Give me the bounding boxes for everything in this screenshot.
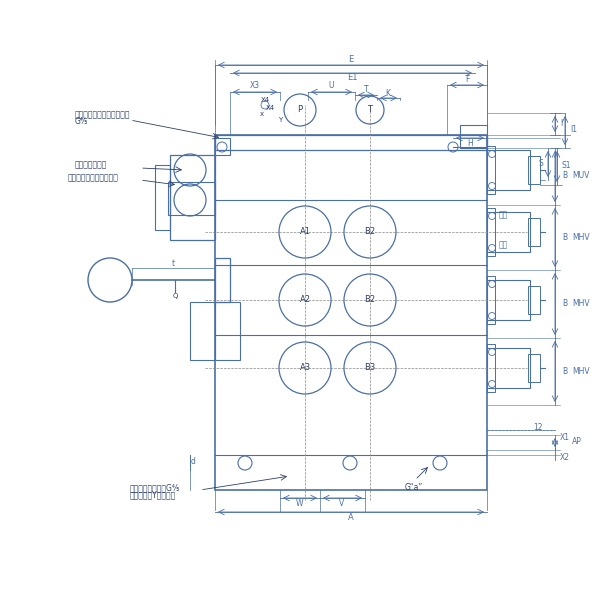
Bar <box>215 258 230 302</box>
Bar <box>215 135 487 490</box>
Text: AP: AP <box>572 437 582 446</box>
Bar <box>155 165 170 230</box>
Bar <box>487 212 530 252</box>
Text: A: A <box>348 512 354 521</box>
Text: A1: A1 <box>299 227 311 236</box>
Text: B: B <box>562 299 568 308</box>
Text: V: V <box>340 499 344 508</box>
Text: Q: Q <box>172 293 178 299</box>
Text: 振分: 振分 <box>499 211 508 220</box>
Bar <box>528 286 540 314</box>
Text: X1: X1 <box>560 433 570 443</box>
Text: B3: B3 <box>364 364 376 373</box>
Text: T: T <box>367 106 373 115</box>
Bar <box>215 135 487 150</box>
Text: MUV: MUV <box>572 172 589 181</box>
Text: Y: Y <box>278 117 282 123</box>
Bar <box>487 276 495 324</box>
Bar <box>528 354 540 382</box>
Bar <box>190 302 215 360</box>
Bar <box>487 208 495 256</box>
Bar <box>168 182 215 215</box>
Text: E: E <box>349 55 353 64</box>
Text: ねじ式圧力調整: ねじ式圧力調整 <box>75 160 107 169</box>
Bar <box>487 344 495 392</box>
Bar <box>170 155 215 240</box>
Text: （裏面）（Yポート）: （裏面）（Yポート） <box>130 491 176 499</box>
Text: I: I <box>560 119 562 128</box>
Text: x: x <box>260 111 264 117</box>
Text: W: W <box>296 499 304 508</box>
Text: MHV: MHV <box>572 299 590 308</box>
Text: X2: X2 <box>560 452 570 461</box>
Text: P: P <box>298 106 302 115</box>
Text: A2: A2 <box>299 295 311 304</box>
Bar <box>215 138 230 155</box>
Text: 12: 12 <box>533 422 543 431</box>
Text: d: d <box>191 457 196 467</box>
Text: X4: X4 <box>260 97 269 103</box>
Text: F: F <box>465 76 469 85</box>
Text: B: B <box>562 367 568 377</box>
Text: H: H <box>467 139 473 148</box>
Text: B: B <box>562 232 568 241</box>
Text: パイロットポートG⅘: パイロットポートG⅘ <box>130 484 180 493</box>
Text: t: t <box>172 259 175 269</box>
Text: X4: X4 <box>265 105 275 111</box>
Bar <box>487 348 530 388</box>
Bar <box>215 302 240 360</box>
Bar <box>528 156 540 184</box>
Text: E1: E1 <box>347 73 357 82</box>
Text: S: S <box>538 160 543 169</box>
Text: T: T <box>364 85 368 94</box>
Text: B2: B2 <box>364 295 376 304</box>
Bar <box>487 280 530 320</box>
Text: U: U <box>328 82 334 91</box>
Text: MHV: MHV <box>572 367 590 377</box>
Bar <box>460 125 487 148</box>
Text: パイロットポート（上面）: パイロットポート（上面） <box>75 110 131 119</box>
Text: X3: X3 <box>250 82 260 91</box>
Text: G“a”: G“a” <box>405 484 423 493</box>
Text: S1: S1 <box>562 161 571 170</box>
Text: K: K <box>386 88 391 97</box>
Text: B2: B2 <box>364 227 376 236</box>
Bar <box>487 150 530 190</box>
Text: G⅘: G⅘ <box>75 116 88 125</box>
Text: I1: I1 <box>570 125 577 134</box>
Text: 振分: 振分 <box>499 241 508 250</box>
Bar <box>487 146 495 194</box>
Text: 最高圧力制限用止めねじ: 最高圧力制限用止めねじ <box>68 173 119 182</box>
Text: A3: A3 <box>299 364 311 373</box>
Text: B: B <box>562 172 568 181</box>
Text: MHV: MHV <box>572 232 590 241</box>
Bar <box>528 218 540 246</box>
